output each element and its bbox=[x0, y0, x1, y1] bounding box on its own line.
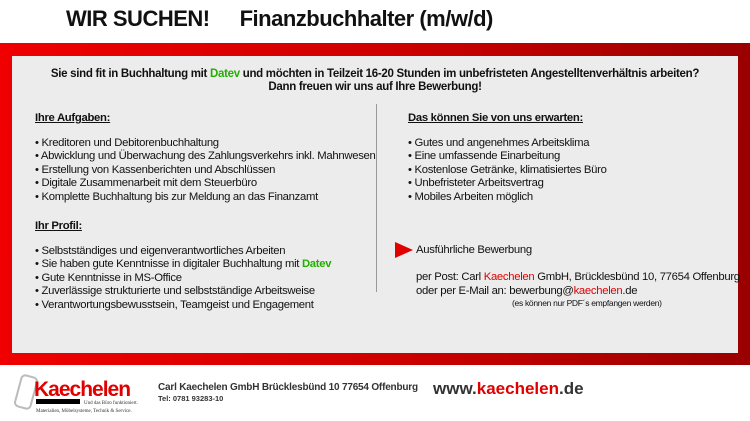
offer-section: Das können Sie von uns erwarten: • Gutes… bbox=[408, 112, 607, 204]
list-item: • Abwicklung und Überwachung des Zahlung… bbox=[35, 150, 376, 162]
arrow-right-icon bbox=[395, 242, 413, 258]
profile-heading: Ihr Profil: bbox=[35, 220, 82, 232]
list-item: • Selbstständiges und eigenverantwortlic… bbox=[35, 244, 286, 257]
list-item: • Gutes und angenehmes Arbeitsklima bbox=[408, 136, 590, 149]
intro-part: Sie sind fit in Buchhaltung mit bbox=[50, 68, 210, 80]
apply-post: per Post: Carl Kaechelen GmbH, Brücklesb… bbox=[416, 271, 740, 285]
list-item: • Mobiles Arbeiten möglich bbox=[408, 190, 533, 203]
text: .de bbox=[622, 284, 638, 297]
headline: WIR SUCHEN! Finanzbuchhalter (m/w/d) bbox=[66, 6, 493, 32]
company-highlight: Kaechelen bbox=[483, 271, 535, 283]
offer-heading: Das können Sie von uns erwarten: bbox=[408, 112, 583, 124]
list-item-text: • Sie haben gute Kenntnisse in digitaler… bbox=[35, 258, 302, 270]
column-divider bbox=[376, 104, 377, 292]
company-highlight: kaechelen bbox=[476, 379, 559, 398]
website-link[interactable]: www.kaechelen.de bbox=[433, 379, 584, 399]
company-highlight: kaechelen bbox=[573, 284, 623, 297]
intro-line-2: Dann freuen wir uns auf Ihre Bewerbung! bbox=[268, 81, 482, 93]
profile-section: Ihr Profil: • Selbstständiges und eigenv… bbox=[35, 220, 332, 312]
list-item: • Zuverlässige strukturierte und selbsts… bbox=[35, 285, 315, 297]
content-panel bbox=[12, 56, 738, 353]
svg-text:Kaechelen: Kaechelen bbox=[34, 378, 130, 401]
text: oder per E-Mail an: bewerbung@ bbox=[416, 284, 574, 297]
list-item: • Sie haben gute Kenntnisse in digitaler… bbox=[35, 258, 332, 272]
list-item: • Eine umfassende Einarbeitung bbox=[408, 150, 560, 162]
list-item: • Komplette Buchhaltung bis zur Meldung … bbox=[35, 190, 318, 203]
list-item: • Digitale Zusammenarbeit mit dem Steuer… bbox=[35, 177, 257, 189]
apply-email[interactable]: oder per E-Mail an: bewerbung@kaechelen.… bbox=[416, 285, 740, 299]
datev-highlight: Datev bbox=[210, 68, 240, 80]
text: per Post: Carl bbox=[416, 271, 484, 283]
apply-heading: Ausführliche Bewerbung bbox=[416, 244, 532, 256]
logo-graphic: Kaechelen Und das Büro funktioniert. Mat… bbox=[14, 374, 138, 414]
tasks-heading: Ihre Aufgaben: bbox=[35, 112, 111, 124]
intro-text: Sie sind fit in Buchhaltung mit Datev un… bbox=[0, 68, 750, 94]
datev-highlight: Datev bbox=[301, 258, 332, 270]
intro-part: und möchten in Teilzeit 16-20 Stunden im… bbox=[239, 68, 700, 80]
footer-phone: Tel: 0781 93283-10 bbox=[158, 394, 224, 403]
text: www. bbox=[433, 379, 477, 398]
tasks-section: Ihre Aufgaben: • Kreditoren und Debitore… bbox=[35, 112, 376, 204]
headline-we-search: WIR SUCHEN! bbox=[66, 6, 210, 31]
text: GmbH, Brücklesbünd 10, 77654 Offenburg bbox=[534, 271, 740, 283]
text: .de bbox=[559, 379, 584, 398]
list-item: • Erstellung von Kassenberichten und Abs… bbox=[35, 163, 276, 176]
footer-company: Carl Kaechelen GmbH Brücklesbünd 10 7765… bbox=[158, 382, 418, 393]
pdf-note: (es können nur PDF´s empfangen werden) bbox=[512, 298, 662, 308]
list-item: • Verantwortungsbewusstsein, Teamgeist u… bbox=[35, 298, 314, 311]
svg-text:Materialien, Möbelsysteme, Tec: Materialien, Möbelsysteme, Technik & Ser… bbox=[36, 409, 132, 414]
svg-text:Und das Büro funktioniert.: Und das Büro funktioniert. bbox=[84, 401, 138, 406]
list-item: • Kostenlose Getränke, klimatisiertes Bü… bbox=[408, 163, 607, 176]
apply-section: per Post: Carl Kaechelen GmbH, Brücklesb… bbox=[416, 271, 740, 309]
list-item: • Kreditoren und Debitorenbuchhaltung bbox=[35, 136, 219, 149]
kaechelen-logo: Kaechelen Und das Büro funktioniert. Mat… bbox=[14, 372, 146, 416]
job-title: Finanzbuchhalter (m/w/d) bbox=[239, 6, 494, 31]
list-item: • Unbefristeter Arbeitsvertrag bbox=[408, 177, 544, 189]
list-item: • Gute Kenntnisse in MS-Office bbox=[35, 271, 182, 284]
